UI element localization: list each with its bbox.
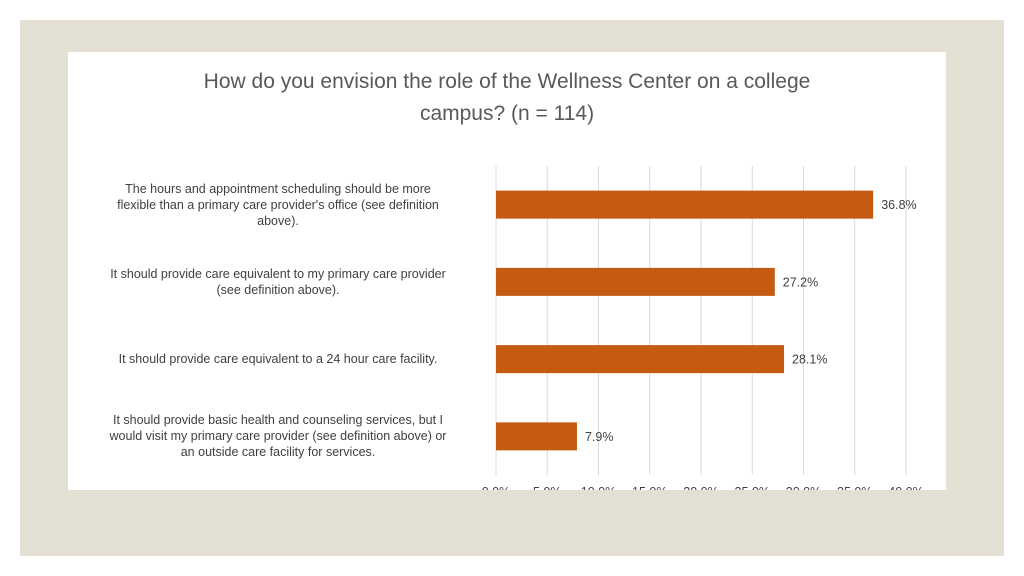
category-label-line: The hours and appointment scheduling sho…: [125, 181, 431, 196]
bar: [496, 345, 785, 374]
data-label: 7.9%: [585, 430, 614, 444]
x-tick-label: 0.0%: [482, 485, 511, 490]
data-label: 36.8%: [881, 198, 916, 212]
x-tick-label: 30.0%: [786, 485, 821, 490]
chart-title: How do you envision the role of the Well…: [68, 66, 946, 130]
x-tick-label: 35.0%: [837, 485, 872, 490]
category-label-line: an outside care facility for services.: [180, 445, 376, 460]
category-label-line: above).: [257, 213, 299, 228]
bar: [496, 267, 775, 296]
x-tick-label: 10.0%: [581, 485, 616, 490]
bar: [496, 422, 577, 451]
chart-card: How do you envision the role of the Well…: [68, 52, 946, 490]
category-label-line: It should provide care equivalent to a 2…: [118, 352, 438, 367]
x-tick-label: 25.0%: [735, 485, 770, 490]
chart-title-line-1: How do you envision the role of the Well…: [203, 70, 811, 93]
bar: [496, 190, 874, 219]
x-tick-label: 5.0%: [533, 485, 562, 490]
x-tick-label: 15.0%: [632, 485, 667, 490]
category-label: It should provide care equivalent to a 2…: [76, 351, 480, 367]
category-label-line: It should provide basic health and couns…: [112, 413, 444, 428]
data-label: 27.2%: [783, 275, 818, 289]
x-tick-label: 20.0%: [683, 485, 718, 490]
chart-title-line-2: campus? (n = 114): [419, 102, 595, 125]
category-label-line: flexible than a primary care provider's …: [117, 197, 439, 212]
x-tick-label: 40.0%: [888, 485, 923, 490]
category-label-line: It should provide care equivalent to my …: [110, 266, 446, 281]
category-label: It should provide basic health and couns…: [76, 412, 480, 460]
category-label-line: (see definition above).: [216, 282, 340, 297]
category-label-line: would visit my primary care provider (se…: [109, 429, 447, 444]
data-label: 28.1%: [792, 353, 827, 367]
slide-frame: How do you envision the role of the Well…: [20, 20, 1004, 556]
category-label: The hours and appointment scheduling sho…: [76, 181, 480, 229]
category-label: It should provide care equivalent to my …: [76, 266, 480, 298]
bar-chart: 0.0% 5.0% 10.0% 15.0% 20.0% 25.0% 30.0% 35.0% 40…: [482, 166, 924, 490]
